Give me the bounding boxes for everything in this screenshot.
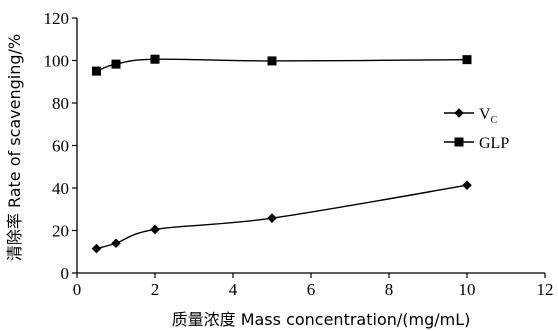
data-point bbox=[111, 59, 121, 69]
y-tick-label: 0 bbox=[61, 264, 70, 283]
y-tick-label: 80 bbox=[52, 94, 69, 113]
data-point bbox=[462, 55, 472, 65]
x-tick-label: 6 bbox=[307, 280, 316, 299]
x-tick-label: 10 bbox=[459, 280, 476, 299]
y-tick-label: 60 bbox=[52, 137, 69, 156]
data-point bbox=[267, 213, 277, 223]
x-axis-title: 质量浓度 Mass concentration/(mg/mL) bbox=[172, 310, 471, 329]
legend-item: VC bbox=[444, 106, 498, 126]
y-tick-label: 120 bbox=[44, 9, 70, 28]
data-point bbox=[111, 238, 121, 249]
legend-marker bbox=[454, 137, 464, 147]
data-point bbox=[91, 243, 102, 254]
chart-series-layer bbox=[91, 54, 472, 254]
legend-item: GLP bbox=[444, 135, 509, 152]
legend-label: VC bbox=[479, 106, 498, 126]
y-axis-title: 清除率 Rate of scavenging/% bbox=[5, 34, 24, 261]
x-tick-label: 0 bbox=[73, 280, 82, 299]
data-point bbox=[150, 54, 160, 64]
data-point bbox=[267, 56, 277, 66]
x-tick-label: 4 bbox=[229, 280, 238, 299]
legend-marker bbox=[454, 108, 464, 118]
series-glp bbox=[92, 54, 472, 76]
y-tick-label: 100 bbox=[44, 52, 70, 71]
y-tick-label: 20 bbox=[52, 222, 69, 241]
x-tick-label: 8 bbox=[385, 280, 394, 299]
y-tick-label: 40 bbox=[52, 179, 69, 198]
data-point bbox=[150, 224, 160, 235]
series-v bbox=[91, 180, 472, 254]
series-line bbox=[96, 184, 468, 250]
data-point bbox=[92, 66, 101, 76]
chart-legend: VC GLP bbox=[444, 106, 509, 152]
legend-label: GLP bbox=[479, 135, 509, 152]
x-tick-label: 2 bbox=[151, 280, 160, 299]
data-point bbox=[462, 180, 472, 191]
x-tick-label: 12 bbox=[537, 280, 554, 299]
